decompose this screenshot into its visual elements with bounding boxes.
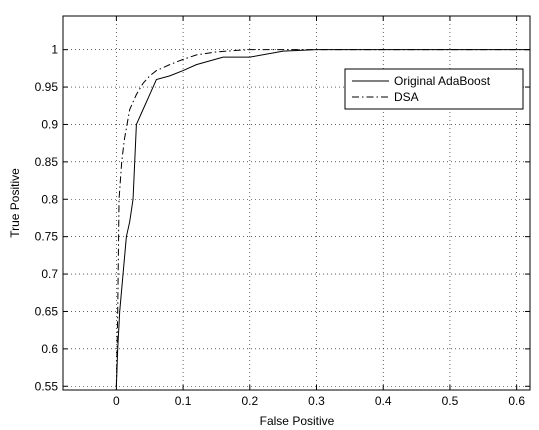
y-tick-label: 0.55 xyxy=(35,379,59,393)
y-tick-label: 1 xyxy=(51,43,58,57)
y-axis-title: True Positive xyxy=(8,168,22,238)
x-tick-label: 0.2 xyxy=(241,394,258,408)
legend-box xyxy=(344,68,524,110)
x-axis-title: False Positive xyxy=(260,414,335,428)
x-tick-label: 0 xyxy=(113,394,120,408)
axis-ticks: 0 0.1 0.2 0.3 0.4 0.5 0.6 0.55 0.6 0.65 0.7 0.75 0.8… xyxy=(35,16,530,408)
y-tick-label: 0.85 xyxy=(35,155,59,169)
x-tick-label: 0.6 xyxy=(508,394,525,408)
y-tick-label: 0.9 xyxy=(41,117,58,131)
legend-label: Original AdaBoost xyxy=(394,74,491,88)
series-line-dsa xyxy=(115,49,530,387)
legend: Original AdaBoost DSA xyxy=(344,68,524,110)
y-tick-label: 0.7 xyxy=(41,267,58,281)
y-tick-label: 0.65 xyxy=(35,304,59,318)
plot-frame xyxy=(62,15,531,391)
y-tick-label: 0.6 xyxy=(41,342,58,356)
y-tick-label: 0.95 xyxy=(35,80,59,94)
legend-label: DSA xyxy=(394,90,419,104)
x-tick-label: 0.5 xyxy=(442,394,459,408)
y-tick-label: 0.8 xyxy=(41,192,58,206)
x-tick-label: 0.4 xyxy=(375,394,392,408)
x-tick-label: 0.1 xyxy=(175,394,192,408)
y-tick-label: 0.75 xyxy=(35,230,59,244)
x-tick-label: 0.3 xyxy=(308,394,325,408)
series-layer xyxy=(115,49,530,387)
